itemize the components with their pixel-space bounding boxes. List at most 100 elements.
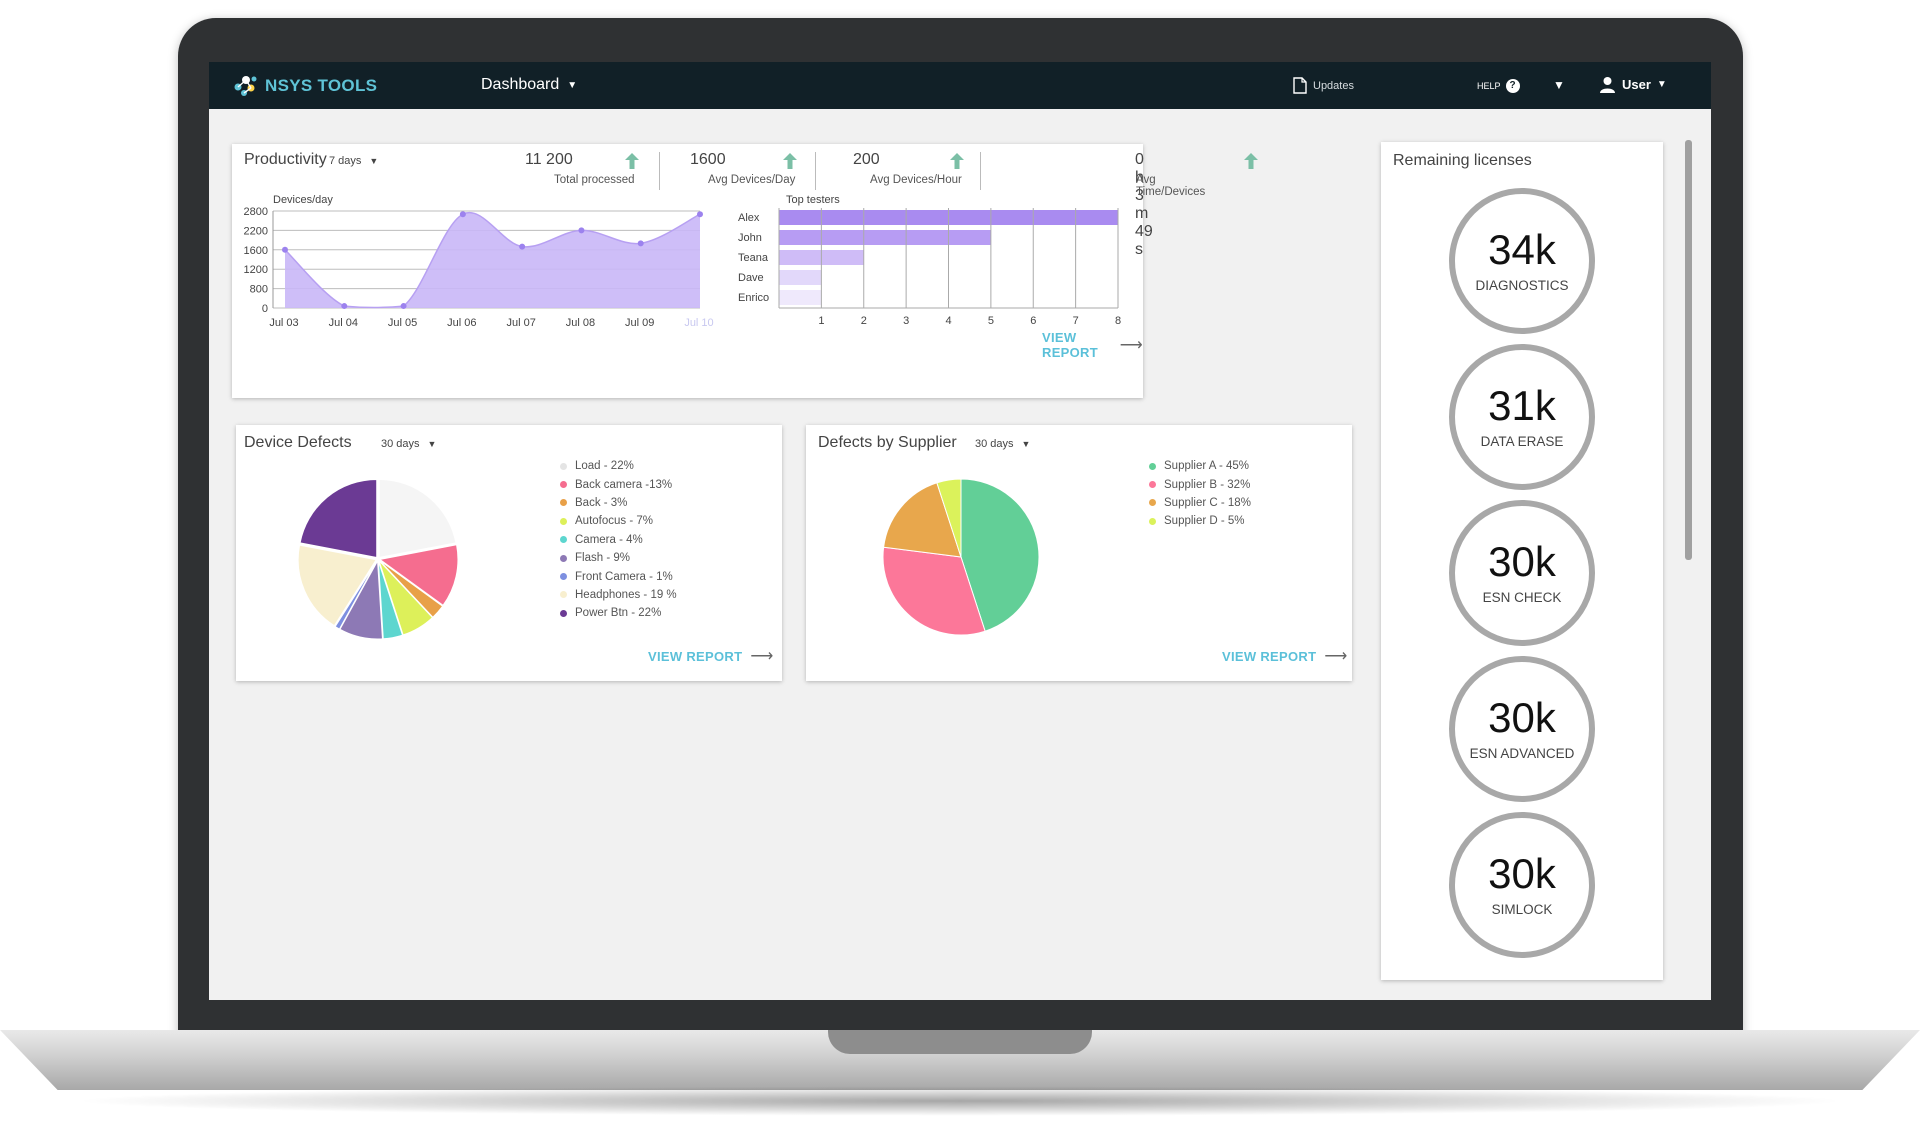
- legend-item[interactable]: Autofocus - 7%: [560, 512, 677, 530]
- license-ring-diagnostics: 34k DIAGNOSTICS: [1449, 188, 1595, 334]
- legend-swatch: [1149, 481, 1156, 489]
- pie-slice: [378, 560, 434, 636]
- y-axis-title: Devices/day: [273, 194, 333, 206]
- device-defects-view-report-link[interactable]: VIEW REPORT ⟶: [648, 646, 774, 666]
- license-ring-data-erase: 31k DATA ERASE: [1449, 344, 1595, 490]
- updates-link[interactable]: Updates: [1293, 77, 1354, 94]
- defects-by-supplier-title: Defects by Supplier: [818, 434, 957, 451]
- productivity-period-select[interactable]: 7 days ▼: [329, 155, 378, 167]
- legend-item[interactable]: Back camera -13%: [560, 475, 677, 493]
- x-tick-label: Jul 08: [566, 317, 595, 329]
- legend-item[interactable]: Headphones - 19 %: [560, 586, 677, 604]
- productivity-title: Productivity: [244, 151, 327, 168]
- legend-label: Load - 22%: [575, 460, 634, 473]
- arrow-up-icon: [783, 153, 797, 169]
- legend-item[interactable]: Camera - 4%: [560, 531, 677, 549]
- laptop-shadow: [70, 1086, 1850, 1116]
- legend-item[interactable]: Supplier B - 32%: [1149, 475, 1251, 493]
- legend-item[interactable]: Power Btn - 22%: [560, 604, 677, 622]
- legend-label: Back - 3%: [575, 496, 628, 509]
- stat-avg-day-value: 1600: [690, 151, 726, 168]
- document-icon: [1293, 77, 1307, 94]
- legend-item[interactable]: Back - 3%: [560, 494, 677, 512]
- bar: [779, 270, 822, 285]
- device-defects-card: Device Defects 30 days ▼ Load - 22% Back …: [236, 425, 782, 681]
- license-ring-simlock: 30k SIMLOCK: [1449, 812, 1595, 958]
- divider: [980, 152, 981, 190]
- caret-down-icon: ▼: [1021, 439, 1031, 449]
- x-tick-label: Jul 10: [684, 317, 713, 329]
- molecule-logo-icon: [234, 76, 257, 96]
- caret-down-icon: ▼: [1656, 79, 1667, 90]
- stat-avg-time-value: 0 h 3 m 49 s: [1135, 151, 1153, 258]
- y-tick-label: 2800: [244, 206, 268, 218]
- view-report-label: VIEW REPORT: [1222, 648, 1317, 664]
- productivity-area-chart: Devices/day 0 800 1200 1600 2200 2800 Jul 03 Jul…: [244, 194, 714, 329]
- laptop-notch: [828, 1030, 1092, 1054]
- page-scrollbar[interactable]: [1685, 140, 1692, 560]
- productivity-card: Productivity 7 days ▼ 11 200 Total proce…: [232, 144, 1258, 398]
- x-tick-label: 2: [861, 315, 867, 327]
- license-label: ESN ADVANCED: [1469, 746, 1575, 761]
- bar-chart-title: Top testers: [786, 194, 840, 206]
- defects-by-supplier-card: Defects by Supplier 30 days ▼ Supplier A…: [806, 425, 1352, 681]
- legend-swatch: [560, 517, 567, 525]
- license-count: 30k: [1488, 850, 1556, 897]
- arrow-right-icon: ⟶: [750, 648, 774, 665]
- legend-swatch: [1149, 517, 1156, 525]
- user-menu[interactable]: User ▼: [1599, 76, 1667, 93]
- legend-label: Autofocus - 7%: [575, 515, 653, 528]
- stat-total-processed-label: Total processed: [554, 174, 635, 186]
- top-testers-bar-chart: Top testers 1 2 3 4 5 6 7 8 Alex John Teana Dave Enri…: [738, 194, 1121, 327]
- license-label: ESN CHECK: [1482, 590, 1562, 605]
- top-navigation-bar: NSYS TOOLS Dashboard ▼ Updates HELP ? ▼ …: [209, 62, 1711, 109]
- data-point: [400, 303, 407, 310]
- brand-logo[interactable]: NSYS TOOLS: [233, 74, 377, 98]
- license-ring-esn-check: 30k ESN CHECK: [1449, 500, 1595, 646]
- legend-item[interactable]: Load - 22%: [560, 457, 677, 475]
- caret-down-icon: ▼: [369, 156, 379, 166]
- pie-slice: [882, 546, 986, 636]
- legend-label: Power Btn - 22%: [575, 607, 662, 620]
- defects-by-supplier-period-select[interactable]: 30 days ▼: [975, 438, 1030, 450]
- legend-item[interactable]: Supplier D - 5%: [1149, 512, 1251, 530]
- supplier-view-report-link[interactable]: VIEW REPORT ⟶: [1222, 646, 1348, 666]
- device-defects-title: Device Defects: [244, 434, 352, 451]
- stat-avg-day-label: Avg Devices/Day: [708, 174, 796, 186]
- x-tick-label: 8: [1115, 315, 1121, 327]
- legend-item[interactable]: Supplier C - 18%: [1149, 494, 1251, 512]
- category-label: Dave: [738, 272, 764, 284]
- help-label: HELP: [1477, 81, 1501, 91]
- legend-swatch: [560, 462, 567, 470]
- device-defects-period-select[interactable]: 30 days ▼: [381, 438, 436, 450]
- x-tick-label: 5: [988, 315, 994, 327]
- period-value: 30 days: [975, 438, 1014, 450]
- legend-item[interactable]: Front Camera - 1%: [560, 567, 677, 585]
- category-label: Teana: [738, 252, 769, 264]
- license-count: 34k: [1488, 226, 1556, 273]
- dashboard-menu[interactable]: Dashboard ▼: [481, 76, 577, 94]
- license-label: SIMLOCK: [1491, 902, 1553, 917]
- period-value: 7 days: [329, 155, 362, 167]
- legend-swatch: [1149, 499, 1156, 507]
- legend-swatch: [560, 536, 567, 544]
- legend-label: Supplier D - 5%: [1164, 515, 1245, 528]
- data-point: [697, 211, 703, 218]
- legend-item[interactable]: Supplier A - 45%: [1149, 457, 1251, 475]
- legend-swatch: [560, 573, 567, 581]
- legend-label: Supplier A - 45%: [1164, 460, 1250, 473]
- view-report-label: VIEW REPORT: [1042, 330, 1098, 360]
- x-tick-label: Jul 06: [447, 317, 476, 329]
- question-icon: ?: [1505, 79, 1520, 93]
- license-ring-esn-advanced: 30k ESN ADVANCED: [1449, 656, 1595, 802]
- productivity-view-report-link[interactable]: VIEW REPORT ⟶: [1042, 330, 1143, 360]
- legend-swatch: [560, 499, 567, 507]
- x-tick-label: 1: [818, 315, 824, 327]
- caret-down-icon: ▼: [427, 439, 437, 449]
- legend-label: Front Camera - 1%: [575, 570, 673, 583]
- help-button[interactable]: HELP ?: [1477, 79, 1520, 93]
- notifications-dropdown-button[interactable]: ▼: [1553, 78, 1565, 92]
- remaining-licenses-card: Remaining licenses 34k DIAGNOSTICS 31k D…: [1381, 142, 1663, 980]
- bar: [779, 290, 822, 305]
- legend-item[interactable]: Flash - 9%: [560, 549, 677, 567]
